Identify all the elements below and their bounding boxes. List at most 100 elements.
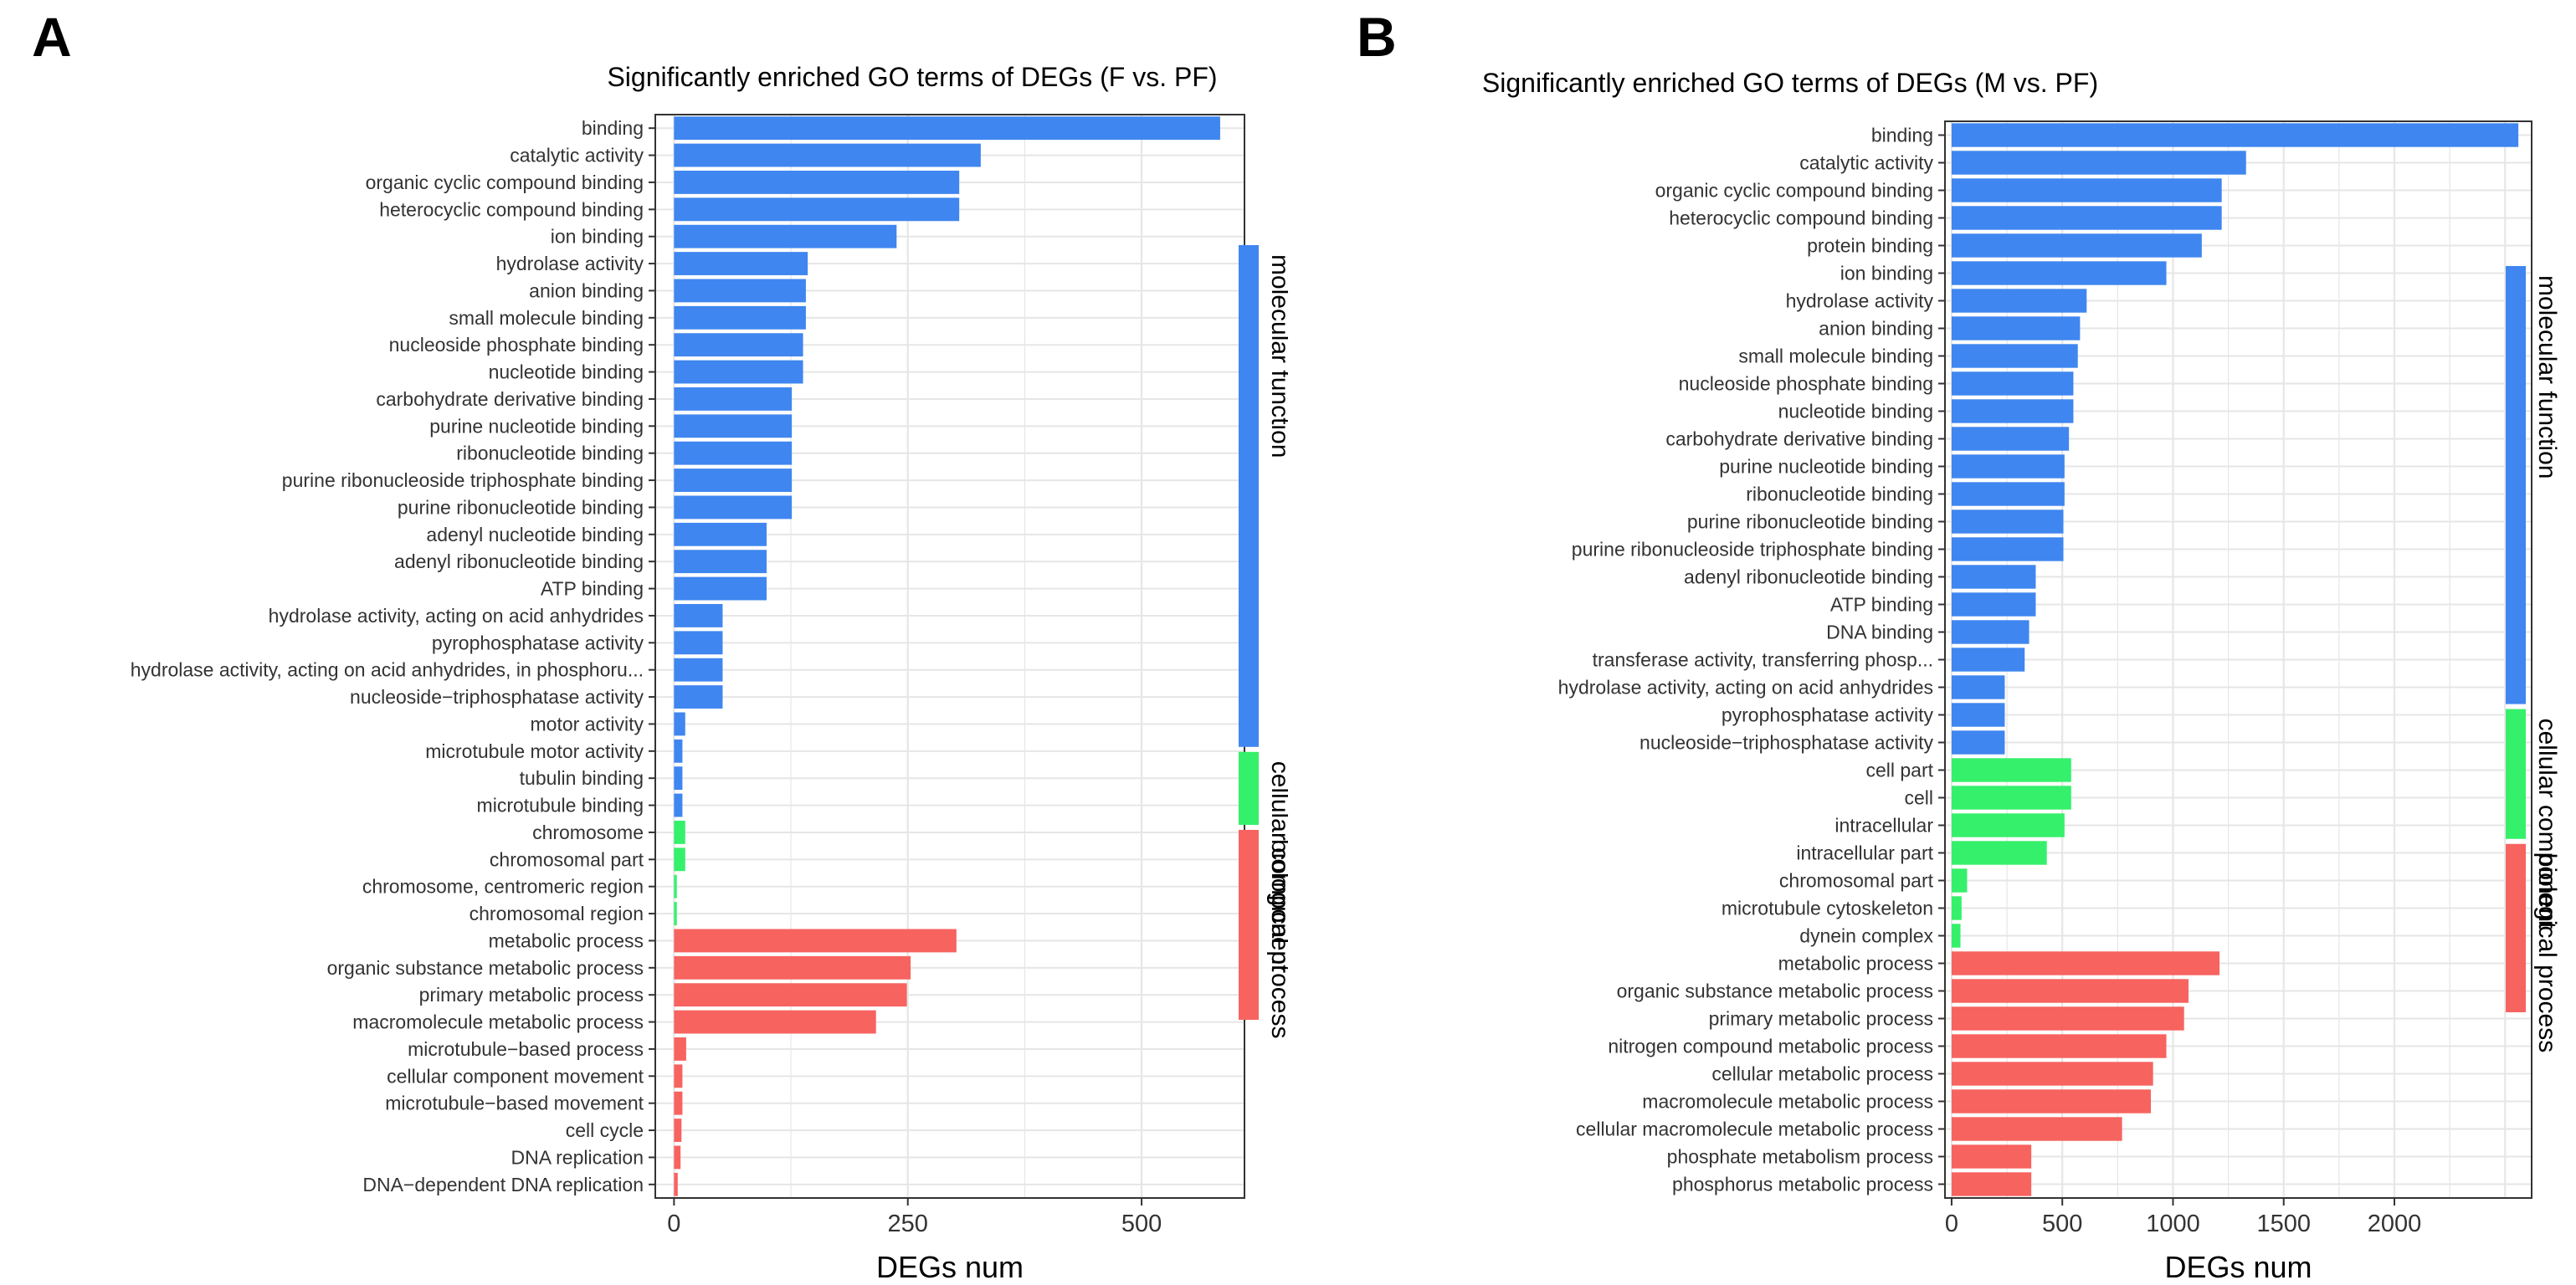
category-label: ATP binding (1830, 594, 1933, 616)
category-label: anion binding (1819, 318, 1933, 340)
category-label: organic substance metabolic process (1617, 980, 1933, 1002)
category-label: macromolecule metabolic process (352, 1011, 644, 1033)
bar-ribonucleotide-binding (674, 441, 793, 465)
bar-purine-ribonucleoside-triphosphate-binding (674, 468, 793, 492)
category-label: cell (1904, 787, 1933, 809)
category-label: phosphate metabolism process (1667, 1146, 1933, 1168)
category-label: nucleotide binding (489, 361, 644, 383)
bar-organic-substance-metabolic-process (674, 955, 911, 980)
x-tick-label: 0 (1945, 1211, 1958, 1237)
bar-microtubule-cytoskeleton (1951, 896, 1962, 920)
category-label: primary metabolic process (1709, 1008, 1933, 1030)
bar-heterocyclic-compound-binding (1951, 206, 2222, 230)
bar-cell-part (1951, 758, 2071, 782)
bar-nucleoside-phosphate-binding (674, 333, 803, 357)
bar-intracellular (1951, 813, 2065, 837)
category-label: small molecule binding (1738, 346, 1933, 367)
bar-dna-binding (1951, 620, 2029, 644)
bar-chromosomal-part (674, 847, 685, 872)
category-label: chromosomal region (470, 903, 644, 924)
legend-swatch-cellular-component (1239, 751, 1259, 825)
chart-title: Significantly enriched GO terms of DEGs … (1482, 68, 2098, 98)
bar-dna-replication (674, 1145, 681, 1170)
category-label: purine ribonucleoside triphosphate bindi… (1572, 539, 1933, 561)
category-label: nucleotide binding (1778, 401, 1933, 422)
chart-title: Significantly enriched GO terms of DEGs … (607, 62, 1217, 92)
category-label: metabolic process (489, 929, 644, 951)
category-label: metabolic process (1778, 953, 1933, 975)
category-label: microtubule cytoskeleton (1722, 898, 1933, 919)
panel-b: B Significantly enriched GO terms of DEG… (1288, 0, 2576, 1285)
category-label: cell part (1865, 760, 1933, 781)
bar-microtubule-motor-activity (674, 739, 683, 763)
chart-b: Significantly enriched GO terms of DEGs … (1482, 68, 2561, 1284)
bar-purine-ribonucleotide-binding (1951, 509, 2064, 534)
category-label: cellular component movement (387, 1065, 644, 1087)
legend-swatch-cellular-component (2506, 709, 2526, 839)
category-label: hydrolase activity, acting on acid anhyd… (269, 605, 644, 627)
legend-label-biological-process: biological process (1266, 839, 1288, 1038)
bar-purine-nucleotide-binding (1951, 454, 2065, 479)
category-label: DNA binding (1826, 622, 1933, 643)
legend-label-molecular-function: molecular function (2533, 275, 2561, 479)
bar-macromolecule-metabolic-process (674, 1010, 876, 1034)
category-label: cellular metabolic process (1711, 1063, 1933, 1085)
bar-dynein-complex (1951, 924, 1961, 948)
bar-motor-activity (674, 712, 685, 736)
bar-hydrolase-activity-acting-on-acid-anhydrides (1951, 675, 2005, 699)
bar-cell (1951, 786, 2071, 810)
bar-nucleotide-binding (1951, 399, 2074, 423)
category-label: ribonucleotide binding (1746, 484, 1933, 505)
category-label: purine ribonucleotide binding (1687, 511, 1933, 533)
category-label: hydrolase activity (1786, 290, 1934, 312)
x-tick-label: 500 (2042, 1211, 2082, 1237)
bar-nucleoside-triphosphatase-activity (674, 685, 723, 709)
x-tick-label: 1000 (2146, 1211, 2200, 1237)
category-label: ion binding (551, 226, 644, 248)
bar-protein-binding (1951, 233, 2202, 258)
category-label: hydrolase activity (496, 253, 644, 274)
category-label: small molecule binding (449, 307, 644, 329)
bar-transferase-activity-transferring-phosp (1951, 648, 2025, 672)
bar-phosphate-metabolism-process (1951, 1144, 2032, 1169)
category-label: binding (1871, 125, 1933, 146)
bar-cellular-metabolic-process (1951, 1062, 2153, 1086)
category-label: purine nucleotide binding (429, 415, 644, 437)
legend-label-cellular-component: cellular component (1266, 761, 1288, 972)
x-axis-label: DEGs num (2164, 1250, 2312, 1284)
bar-small-molecule-binding (674, 305, 806, 330)
category-label: phosphorus metabolic process (1672, 1174, 1933, 1195)
bar-tubulin-binding (674, 766, 683, 791)
category-label: macromolecule metabolic process (1642, 1091, 1933, 1113)
bar-intracellular-part (1951, 841, 2047, 865)
bar-nitrogen-compound-metabolic-process (1951, 1034, 2167, 1058)
category-label: organic cyclic compound binding (1655, 180, 1933, 202)
bar-purine-nucleotide-binding (674, 414, 793, 438)
category-label: binding (582, 117, 644, 139)
category-label: nitrogen compound metabolic process (1608, 1036, 1933, 1057)
category-label: microtubule motor activity (425, 740, 644, 762)
category-label: intracellular part (1796, 842, 1933, 864)
bar-nucleotide-binding (674, 360, 803, 384)
bar-anion-binding (674, 279, 806, 303)
legend-swatch-biological-process (2506, 843, 2526, 1012)
category-label: anion binding (529, 279, 644, 301)
category-label: ion binding (1840, 263, 1933, 284)
bar-catalytic-activity (674, 143, 981, 167)
category-label: dynein complex (1799, 925, 1933, 947)
category-label: adenyl ribonucleotide binding (1684, 566, 1933, 588)
bar-microtubule-based-movement (674, 1091, 683, 1115)
bar-purine-ribonucleoside-triphosphate-binding (1951, 537, 2064, 561)
bar-organic-cyclic-compound-binding (674, 171, 960, 194)
bar-microtubule-based-process (674, 1037, 686, 1061)
panel-letter-a: A (32, 6, 72, 68)
bar-microtubule-binding (674, 793, 683, 817)
legend-label-biological-process: biological process (2533, 853, 2561, 1052)
category-label: carbohydrate derivative binding (376, 388, 644, 410)
bar-carbohydrate-derivative-binding (1951, 427, 2070, 451)
bar-hydrolase-activity-acting-on-acid-anhydrides-in-phosphoru (674, 658, 723, 682)
category-label: ATP binding (541, 578, 644, 600)
bar-hydrolase-activity-acting-on-acid-anhydrides (674, 604, 723, 627)
category-label: protein binding (1807, 235, 1933, 257)
bar-primary-metabolic-process (674, 983, 907, 1007)
